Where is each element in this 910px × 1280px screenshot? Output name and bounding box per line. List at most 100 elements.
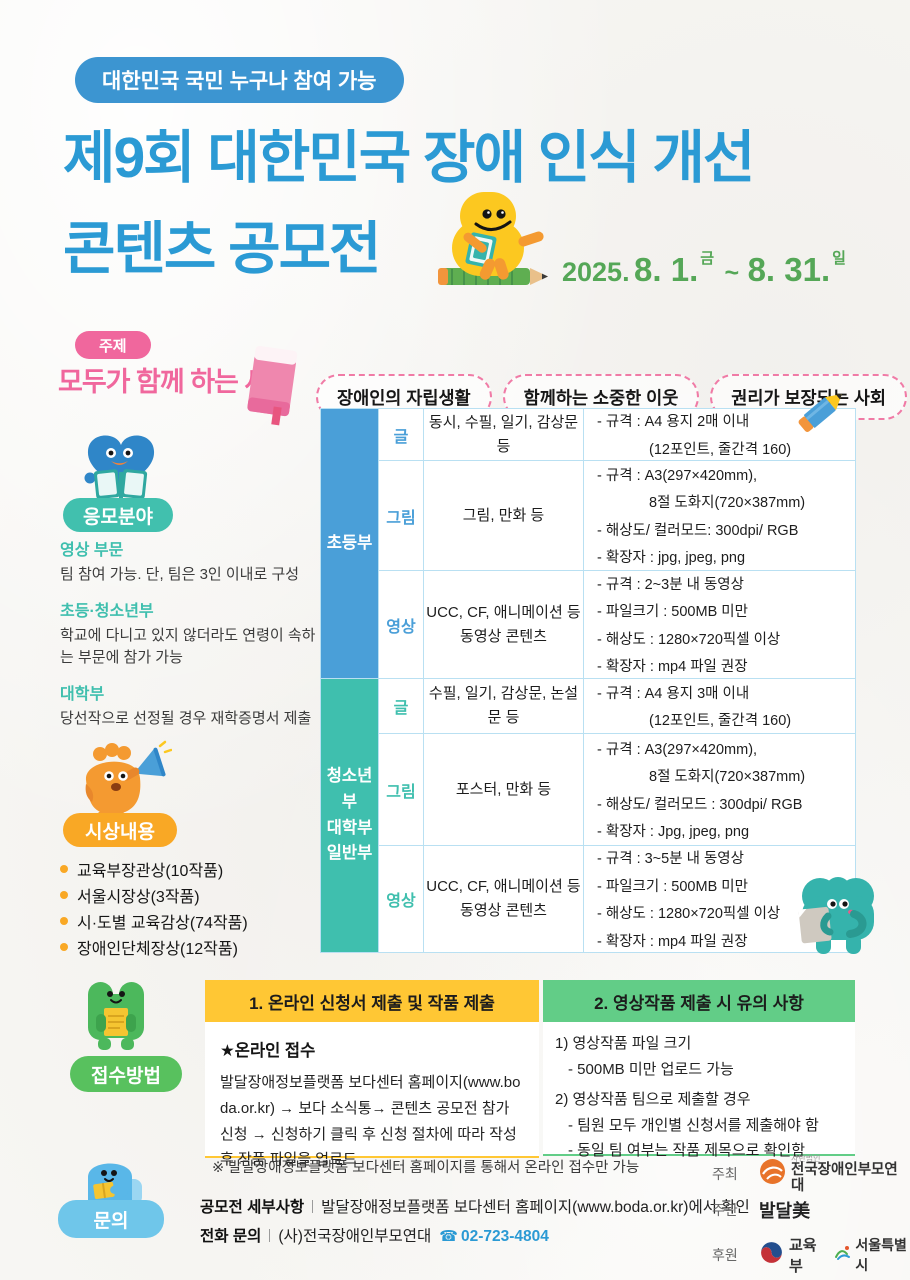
online-apply-title: ★온라인 접수: [220, 1042, 316, 1060]
table-spec-cell: - 규격 : A3(297×420mm), 8절 도화지(720×387mm) …: [583, 733, 855, 845]
submission-table: 초등부 청소년부 대학부 일반부 글 동시, 수필, 일기, 감상문 등 - 규…: [320, 408, 856, 953]
awards-section-badge: 시상내용: [63, 813, 177, 847]
group-name: 초등부: [326, 533, 373, 552]
divider: [312, 1200, 314, 1213]
award-item: 장애인단체장상(12작품): [60, 934, 248, 960]
apply-item-body: 학교에 다니고 있지 않더라도 연령이 속하는 부문에 참가 가능: [60, 626, 316, 667]
apply-item-title: 대학부: [60, 685, 105, 703]
inquiry-phone-line: 전화 문의 (사)전국장애인부모연대 ☎ 02-723-4804: [200, 1223, 750, 1252]
table-category-cell: 글: [378, 408, 423, 460]
apply-section-badge: 응모분야: [63, 498, 173, 532]
table-category-cell: 글: [378, 678, 423, 733]
inquiry-detail-text: 발달장애정보플랫폼 보다센터 홈페이지(www.boda.or.kr)에서 확인: [321, 1199, 750, 1216]
table-spec-cell: - 규격 : A3(297×420mm), 8절 도화지(720×387mm) …: [583, 460, 855, 570]
organizer-label: 주관: [712, 1202, 738, 1218]
submit-col2-header: 2. 영상작품 제출 시 유의 사항: [543, 980, 855, 1022]
online-apply-body: 발달장애정보플랫폼 보다센터 홈페이지(www.boda.or.kr) → 보다…: [220, 1074, 521, 1169]
inquiry-detail-label: 공모전 세부사항: [200, 1199, 305, 1216]
sponsor-host-row: 주최 사단법인 전국장애인부모연대: [712, 1154, 910, 1194]
apply-item-title: 초등·청소년부: [60, 602, 154, 620]
phone-icon: ☎: [439, 1227, 458, 1245]
group-name: 청소년부: [326, 767, 373, 811]
divider: [269, 1228, 271, 1242]
table-category-cell: 영상: [378, 570, 423, 678]
award-item-label: 시·도별 교육감상(74작품): [77, 915, 248, 932]
host-small-label: 사단법인: [791, 1154, 821, 1163]
contest-title-line1: 제9회 대한민국 장애 인식 개선: [63, 126, 755, 190]
table-desc-cell: 수필, 일기, 감상문, 논설문 등: [423, 678, 583, 733]
date-year: 2025.: [562, 257, 630, 287]
apply-item-title: 영상 부문: [60, 542, 124, 559]
host-label: 주최: [712, 1166, 738, 1183]
video-note-box: 2. 영상작품 제출 시 유의 사항 1) 영상작품 파일 크기 - 500MB…: [543, 980, 855, 1159]
host-name: 전국장애인부모연대: [791, 1162, 898, 1194]
teal-paper-mascot-icon: [792, 872, 888, 969]
table-desc-cell: UCC, CF, 애니메이션 등 동영상 콘텐츠: [423, 570, 583, 678]
date-end: 8. 31.: [747, 251, 831, 288]
bullet-dot-icon: [60, 865, 68, 873]
reading-heart-mascot-icon: [80, 428, 162, 507]
date-end-day: 일: [832, 250, 846, 267]
bullet-dot-icon: [60, 943, 68, 951]
inquiry-mascot-icon: [80, 1153, 146, 1216]
moe-logo-icon: [759, 1240, 784, 1270]
award-item: 서울시장상(3작품): [60, 882, 248, 908]
pink-book-icon: [243, 340, 301, 431]
seoul-logo-icon: [834, 1244, 851, 1266]
award-item: 교육부장관상(10작품): [60, 856, 248, 882]
table-spec-cell: - 규격 : A4 용지 3매 이내 (12포인트, 줄간격 160): [583, 678, 855, 733]
table-category-cell: 그림: [378, 460, 423, 570]
theme-badge: 주제: [75, 331, 151, 359]
contest-date: 2025. 8. 1. 금 ~ 8. 31. 일: [562, 247, 848, 289]
date-tilde: ~: [724, 259, 740, 287]
table-group-cell: 청소년부 대학부 일반부: [320, 678, 378, 952]
contest-title-line2: 콘텐츠 공모전: [63, 217, 381, 281]
table-desc-cell: 그림, 만화 등: [423, 460, 583, 570]
organizer-name: 발달美: [759, 1201, 811, 1221]
submit-col1-header: 1. 온라인 신청서 제출 및 작품 제출: [205, 980, 539, 1022]
eligibility-badge: 대한민국 국민 누구나 참여 가능: [75, 57, 404, 103]
online-only-footnote: ※ 발달장애정보플랫폼 보다센터 홈페이지를 통해서 온라인 접수만 가능: [212, 1160, 640, 1176]
yellow-pencil-mascot-icon: [438, 190, 556, 301]
award-item-label: 장애인단체장상(12작품): [77, 941, 238, 958]
table-desc-cell: 동시, 수필, 일기, 감상문 등: [423, 408, 583, 460]
apply-item: 대학부 당선작으로 선정될 경우 재학증명서 제출: [60, 680, 326, 731]
green-doc-mascot-icon: [84, 980, 148, 1057]
inquiry-phone-number: 02-723-4804: [460, 1227, 549, 1245]
date-start-day: 금: [700, 250, 715, 267]
theme-pill-row: 장애인의 자립생활 함께하는 소중한 이웃 권리가 보장되는 사회: [316, 374, 907, 420]
host-logo-icon: [759, 1158, 786, 1190]
apply-item-body: 팀 참여 가능. 단, 팀은 3인 이내로 구성: [60, 566, 300, 583]
awards-section: 교육부장관상(10작품) 서울시장상(3작품) 시·도별 교육감상(74작품) …: [60, 856, 248, 960]
inquiry-detail-line: 공모전 세부사항 발달장애정보플랫폼 보다센터 홈페이지(www.boda.or.…: [200, 1194, 750, 1223]
inquiry-section-badge: 문의: [58, 1200, 164, 1238]
inquiry-phone-label: 전화 문의: [200, 1227, 262, 1245]
apply-section: 영상 부문 팀 참여 가능. 단, 팀은 3인 이내로 구성 초등·청소년부 학…: [60, 536, 326, 740]
video-note-line: - 팀원 모두 개인별 신청서를 제출해야 함: [568, 1116, 819, 1134]
table-desc-cell: 포스터, 만화 등: [423, 733, 583, 845]
award-item: 시·도별 교육감상(74작품): [60, 908, 248, 934]
video-note-line: 2) 영상작품 팀으로 제출할 경우: [555, 1091, 751, 1108]
group-name: 일반부: [326, 844, 373, 863]
date-start: 8. 1.: [634, 251, 699, 288]
video-note-line: - 500MB 미만 업로드 가능: [568, 1060, 734, 1078]
group-name: 대학부: [326, 818, 373, 837]
sponsor-supporter-row: 후원 교육부 서울특별시: [712, 1234, 910, 1276]
pencil-icon: [788, 378, 854, 449]
video-note-line: - 동일 팀 여부는 작품 제목으로 확인함: [568, 1142, 806, 1159]
award-item-label: 교육부장관상(10작품): [77, 863, 224, 880]
howto-section-badge: 접수방법: [70, 1056, 182, 1092]
sponsor-organizer-row: 주관 발달美: [712, 1197, 810, 1223]
table-spec-cell: - 규격 : 2~3분 내 동영상 - 파일크기 : 500MB 미만 - 해상…: [583, 570, 855, 678]
table-desc-cell: UCC, CF, 애니메이션 등 동영상 콘텐츠: [423, 845, 583, 952]
table-category-cell: 영상: [378, 845, 423, 952]
award-item-label: 서울시장상(3작품): [77, 889, 200, 906]
bullet-dot-icon: [60, 917, 68, 925]
inquiry-text: 공모전 세부사항 발달장애정보플랫폼 보다센터 홈페이지(www.boda.or.…: [200, 1194, 750, 1251]
online-submit-box: 1. 온라인 신청서 제출 및 작품 제출 ★온라인 접수 발달장애정보플랫폼 …: [205, 980, 539, 1168]
inquiry-phone-org: (사)전국장애인부모연대: [278, 1227, 432, 1245]
apply-item: 초등·청소년부 학교에 다니고 있지 않더라도 연령이 속하는 부문에 참가 가…: [60, 597, 326, 670]
bullet-dot-icon: [60, 891, 68, 899]
table-group-cell: 초등부: [320, 408, 378, 678]
